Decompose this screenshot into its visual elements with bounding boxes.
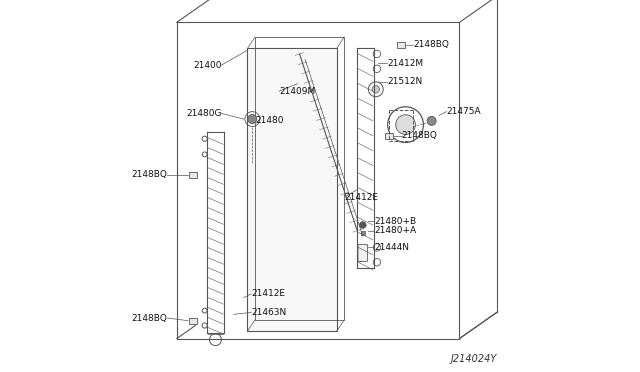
Text: 2148BQ: 2148BQ <box>132 314 168 323</box>
Text: 21409M: 21409M <box>279 87 316 96</box>
FancyBboxPatch shape <box>358 244 367 262</box>
Text: 21480G: 21480G <box>186 109 221 118</box>
Text: 2148BQ: 2148BQ <box>413 40 449 49</box>
Circle shape <box>360 222 366 228</box>
Text: 21480: 21480 <box>255 116 284 125</box>
Text: 21480+A: 21480+A <box>374 226 416 235</box>
Text: 2148BQ: 2148BQ <box>132 170 168 179</box>
Text: J214024Y: J214024Y <box>451 354 497 364</box>
Text: 21475A: 21475A <box>447 107 481 116</box>
Text: 21412E: 21412E <box>251 289 285 298</box>
FancyBboxPatch shape <box>189 318 197 324</box>
Text: 21444N: 21444N <box>374 243 409 252</box>
Circle shape <box>248 115 257 124</box>
Text: 21480+B: 21480+B <box>374 217 416 226</box>
FancyBboxPatch shape <box>397 42 405 48</box>
Circle shape <box>427 116 436 125</box>
Text: 21400: 21400 <box>193 61 221 70</box>
Circle shape <box>396 115 415 134</box>
Circle shape <box>372 86 380 93</box>
Text: 21412E: 21412E <box>344 193 378 202</box>
FancyBboxPatch shape <box>360 231 365 235</box>
FancyBboxPatch shape <box>248 48 337 331</box>
Text: 21512N: 21512N <box>387 77 422 86</box>
FancyBboxPatch shape <box>189 172 197 178</box>
Text: 21463N: 21463N <box>251 308 287 317</box>
FancyBboxPatch shape <box>385 133 394 139</box>
Text: 21412M: 21412M <box>387 59 423 68</box>
Text: 2148BQ: 2148BQ <box>402 131 438 140</box>
